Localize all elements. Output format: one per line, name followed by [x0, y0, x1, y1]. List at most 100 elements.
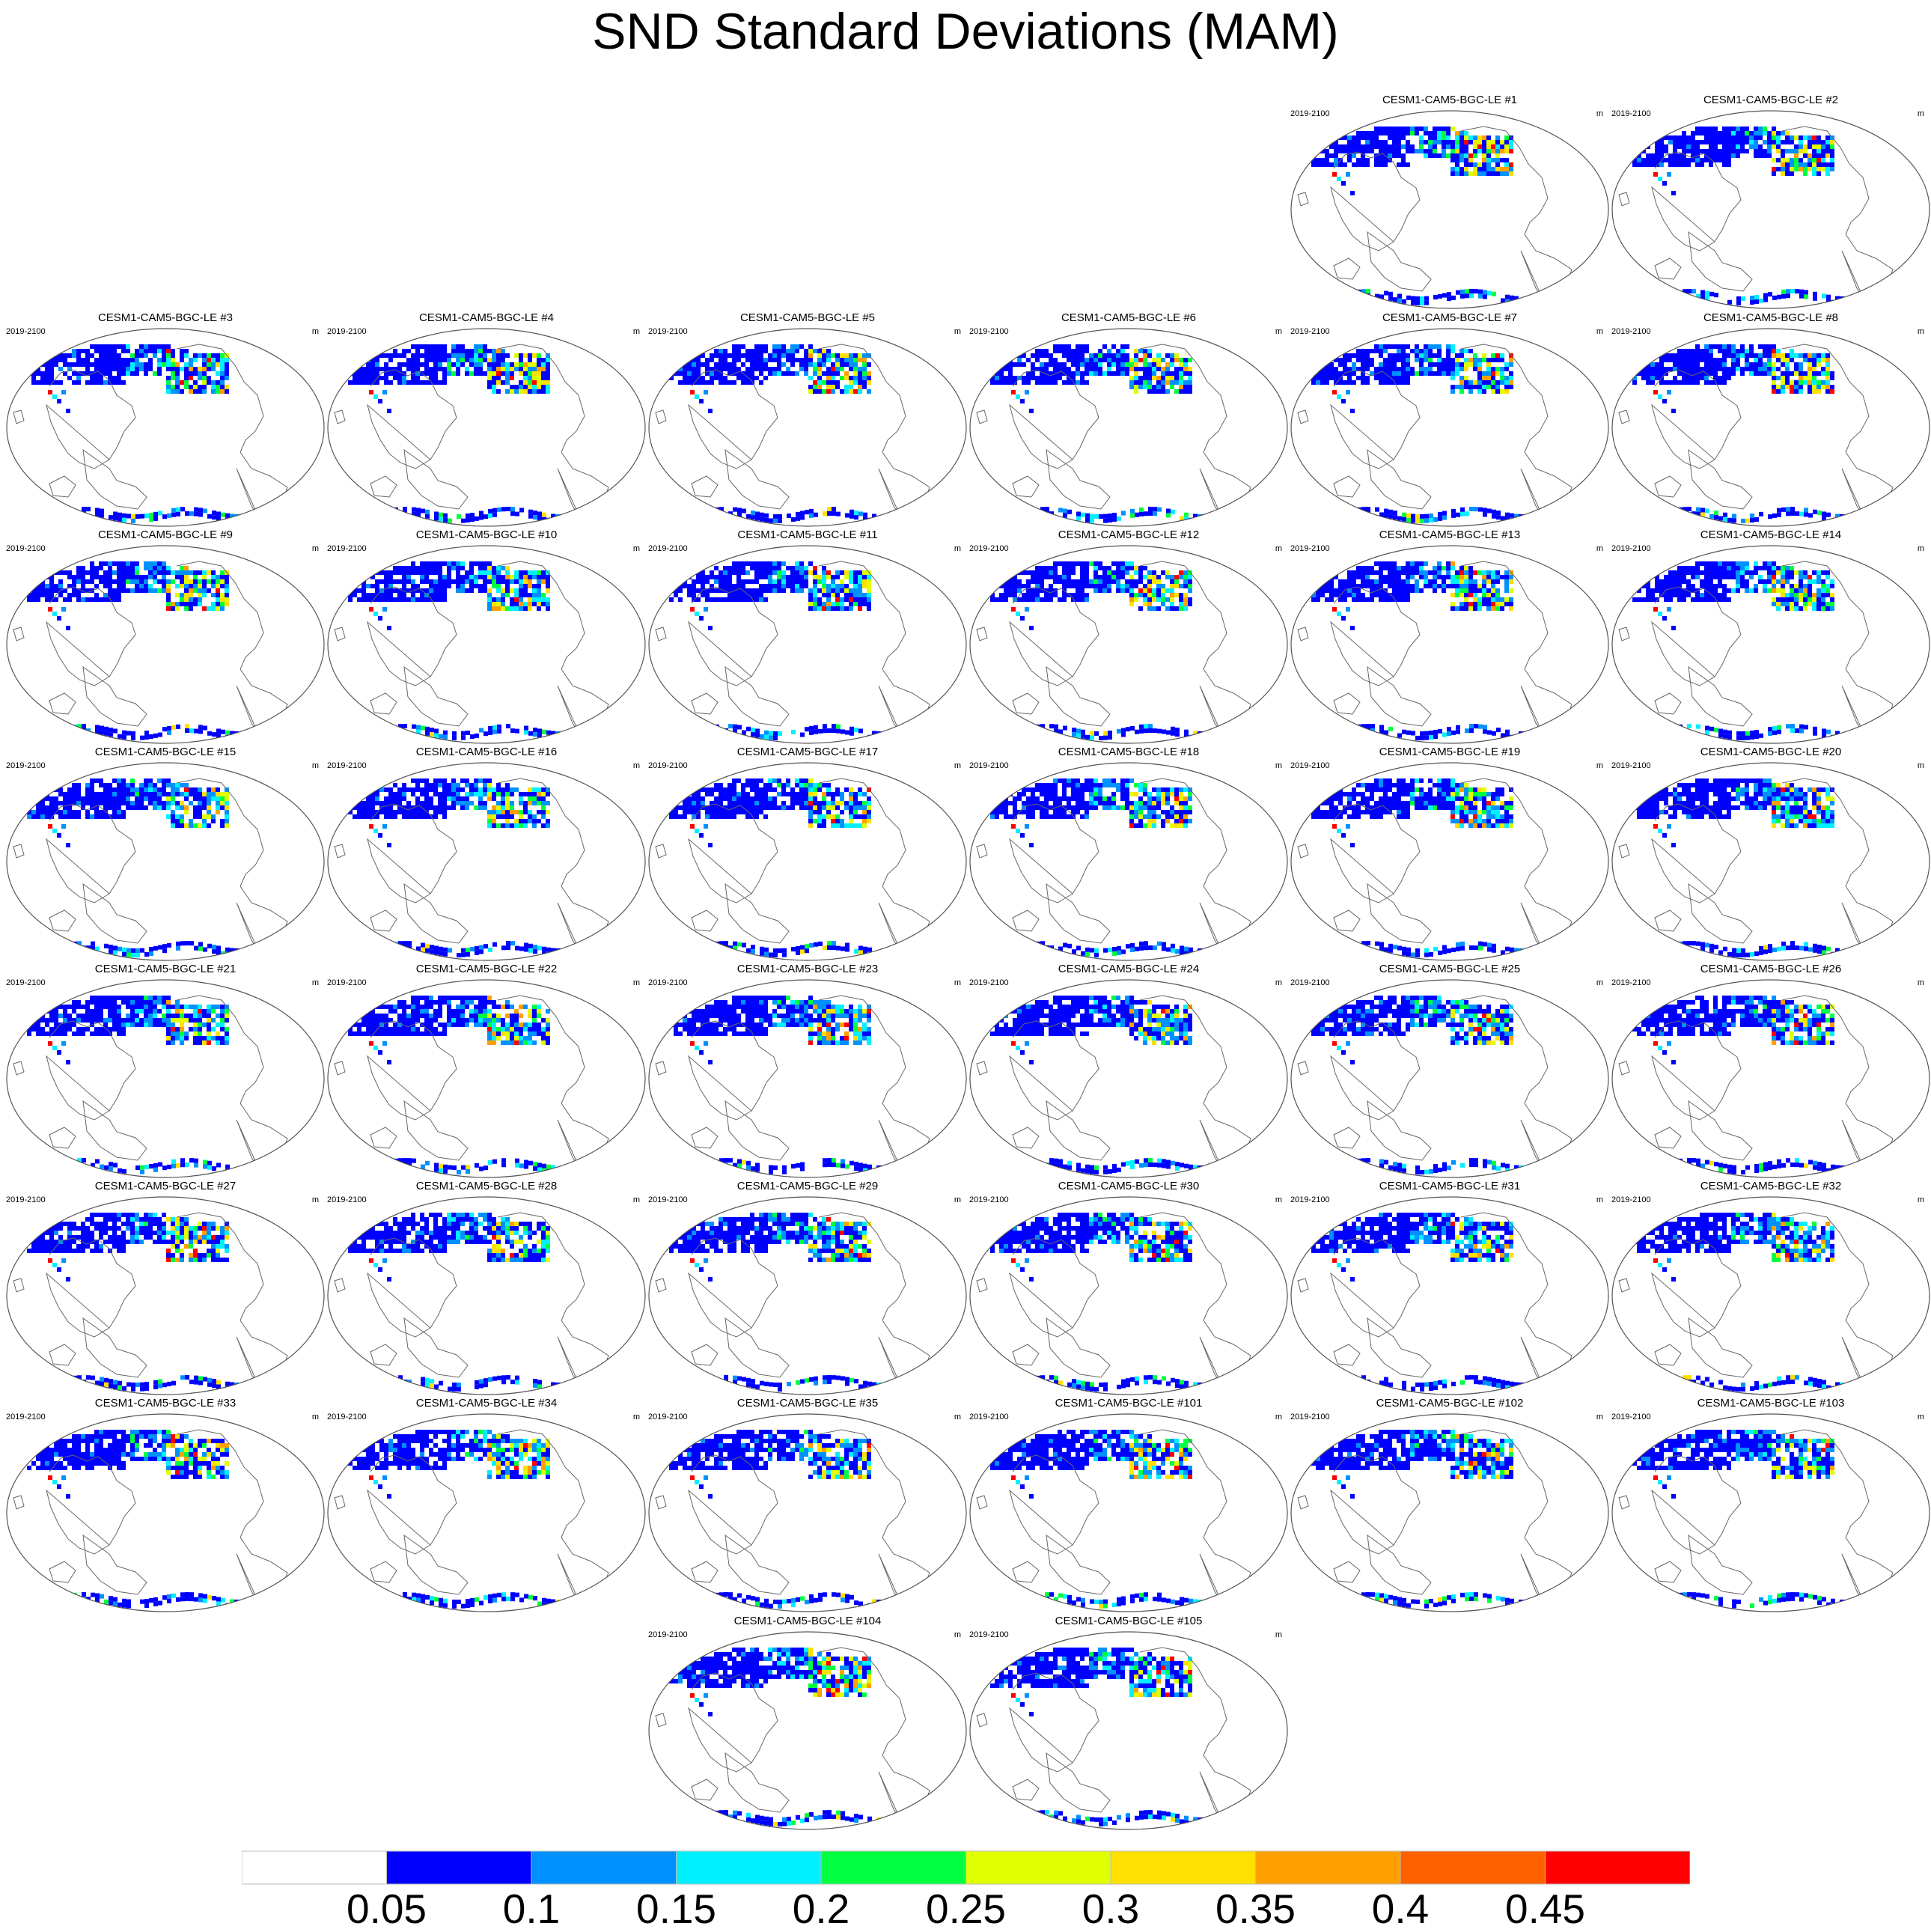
snow-cell [1731, 349, 1736, 353]
snow-cell [1794, 162, 1799, 167]
snow-cell [1826, 513, 1831, 517]
snow-cell [1125, 367, 1129, 371]
snow-cell [366, 570, 370, 575]
snow-cell [727, 597, 732, 602]
snow-cell [705, 358, 710, 362]
snow-cell [1161, 376, 1165, 380]
snow-cell [1469, 724, 1474, 728]
snow-cell [564, 731, 569, 736]
snow-cell [862, 579, 867, 584]
snow-cell [831, 362, 835, 367]
snow-cell [1808, 358, 1812, 362]
snow-cell [1477, 570, 1482, 575]
snow-cell [1165, 380, 1170, 385]
snow-cell [714, 588, 719, 593]
snow-cell [1468, 153, 1473, 158]
snow-cell [1468, 385, 1473, 389]
snow-cell [1374, 140, 1379, 144]
snow-cell [1541, 729, 1546, 734]
snow-cell [1062, 570, 1067, 575]
snow-cell [1713, 127, 1718, 131]
snow-cell [1107, 588, 1111, 593]
snow-cell [433, 371, 438, 376]
snow-cell [1486, 144, 1491, 149]
snow-cell [800, 516, 805, 520]
snow-cell [1388, 380, 1392, 385]
snow-cell [1143, 349, 1147, 353]
snow-cell [1767, 131, 1772, 135]
snow-cell [723, 584, 727, 588]
snow-cell [822, 570, 826, 575]
snow-cell [216, 575, 220, 579]
snow-cell [1102, 371, 1107, 376]
snow-cell [175, 570, 180, 575]
snow-cell [844, 358, 849, 362]
snow-cell [447, 371, 451, 376]
snow-cell [1459, 593, 1464, 597]
snow-cell [1379, 127, 1383, 131]
coastline [240, 452, 287, 518]
snow-cell [1447, 292, 1451, 296]
snow-cell [710, 725, 715, 730]
snow-cell [1121, 728, 1126, 733]
snow-cell [469, 561, 474, 566]
snow-cell [1044, 362, 1049, 367]
snow-cell [184, 602, 189, 606]
snow-cell [1424, 140, 1428, 144]
snow-cell [369, 390, 373, 394]
snow-cell [1455, 131, 1459, 135]
snow-cell [1090, 519, 1094, 523]
snow-cell [751, 732, 755, 737]
snow-cell [1040, 367, 1044, 371]
snow-cell [990, 362, 995, 367]
snow-cell [1361, 579, 1365, 584]
snow-cell [415, 362, 420, 367]
snow-cell [474, 344, 478, 349]
snow-cell [433, 584, 438, 588]
snow-cell [1483, 290, 1487, 294]
snow-cell [112, 597, 117, 602]
snow-cell [1745, 519, 1750, 523]
snow-cell [1134, 371, 1138, 376]
snow-cell [1116, 566, 1120, 570]
snow-cell [1067, 380, 1071, 385]
snow-cell [442, 593, 447, 597]
snow-cell [126, 561, 130, 566]
snow-cell [519, 593, 523, 597]
snow-cell [817, 575, 822, 579]
snow-cell [157, 358, 162, 362]
snow-cell [1491, 602, 1495, 606]
snow-cell [1099, 514, 1103, 519]
snow-cell [1116, 349, 1120, 353]
snow-cell [1406, 353, 1410, 358]
snow-cell [1659, 140, 1664, 144]
snow-cell [1049, 575, 1053, 579]
snow-cell [1103, 731, 1108, 736]
snow-cell [1678, 512, 1683, 516]
snow-cell [1495, 588, 1500, 593]
snow-cell [1491, 376, 1495, 380]
snow-cell [736, 376, 741, 380]
snow-cell [1442, 516, 1447, 520]
snow-cell [1085, 371, 1089, 376]
snow-cell [1157, 508, 1162, 512]
snow-cell [723, 570, 727, 575]
snow-cell [1424, 301, 1429, 305]
snow-cell [1825, 376, 1830, 380]
snow-cell [185, 728, 189, 733]
snow-cell [184, 579, 189, 584]
snow-cell [388, 358, 393, 362]
snow-cell [528, 371, 532, 376]
snow-cell [1420, 519, 1424, 523]
snow-cell [1316, 353, 1320, 358]
snow-cell [840, 593, 844, 597]
snow-cell [1341, 181, 1346, 186]
snow-cell [1433, 144, 1437, 149]
snow-cell [1352, 162, 1356, 167]
snow-cell [1723, 513, 1727, 517]
snow-cell [1035, 353, 1040, 358]
snow-cell [148, 367, 153, 371]
snow-cell [808, 358, 813, 362]
snow-cell [835, 597, 840, 602]
snow-cell [103, 344, 108, 349]
